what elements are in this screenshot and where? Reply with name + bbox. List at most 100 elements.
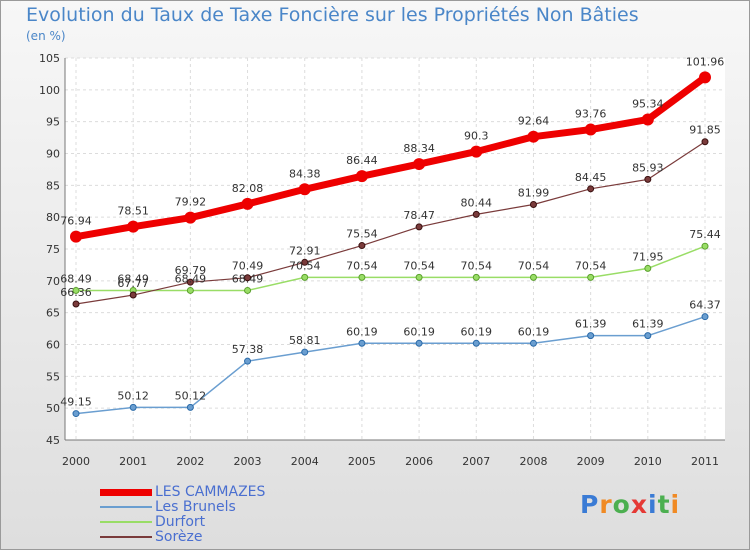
- data-label: 70.54: [518, 259, 550, 272]
- series-line-3: [75, 141, 706, 305]
- data-point: [72, 300, 80, 308]
- data-label: 66.36: [60, 286, 92, 299]
- data-point: [529, 339, 537, 347]
- legend-label: Sorèze: [155, 529, 203, 545]
- x-tick-label: 2005: [348, 455, 376, 468]
- data-label: 49.15: [60, 396, 92, 409]
- y-tick-label: 60: [46, 339, 60, 352]
- series-line-1: [75, 315, 706, 415]
- data-label: 88.34: [403, 142, 435, 155]
- y-tick-label: 65: [46, 307, 60, 320]
- x-tick-label: 2008: [519, 455, 547, 468]
- data-label: 78.51: [117, 205, 149, 218]
- data-point: [587, 273, 595, 281]
- data-label: 60.19: [518, 325, 550, 338]
- legend-swatch: [100, 506, 152, 508]
- chart-title: Evolution du Taux de Taxe Foncière sur l…: [26, 4, 639, 26]
- y-tick-label: 70: [46, 275, 60, 288]
- data-point: [701, 242, 709, 250]
- data-label: 80.44: [461, 196, 493, 209]
- data-label: 68.49: [175, 272, 207, 285]
- data-label: 57.38: [232, 343, 264, 356]
- y-tick-label: 45: [46, 434, 60, 447]
- proxiti-logo: Proxiti: [580, 490, 680, 519]
- x-tick-label: 2011: [691, 455, 719, 468]
- y-tick-label: 105: [39, 52, 60, 65]
- data-point: [301, 258, 309, 266]
- data-point: [358, 242, 366, 250]
- data-point: [301, 348, 309, 356]
- data-label: 82.08: [232, 182, 264, 195]
- y-tick-label: 75: [46, 243, 60, 256]
- data-point: [529, 273, 537, 281]
- data-label: 68.49: [60, 272, 92, 285]
- data-point: [358, 273, 366, 281]
- data-label: 91.85: [689, 124, 721, 137]
- logo-letter: x: [630, 490, 648, 519]
- x-tick-label: 2002: [176, 455, 204, 468]
- data-point: [129, 291, 137, 299]
- data-point: [358, 339, 366, 347]
- data-point: [301, 273, 309, 281]
- data-label: 69.79: [175, 264, 207, 277]
- legend-swatch: [100, 489, 152, 496]
- data-label: 70.54: [346, 259, 378, 272]
- data-label: 70.54: [575, 259, 607, 272]
- data-point: [298, 183, 311, 196]
- data-point: [644, 264, 652, 272]
- data-label: 50.12: [117, 389, 149, 402]
- data-label: 79.92: [175, 196, 207, 209]
- data-point: [129, 403, 137, 411]
- data-label: 95.34: [632, 98, 664, 111]
- x-tick-label: 2009: [577, 455, 605, 468]
- legend-label: Durfort: [155, 514, 206, 530]
- data-point: [472, 339, 480, 347]
- data-label: 64.37: [689, 299, 721, 312]
- data-label: 72.91: [289, 244, 321, 257]
- data-label: 101.96: [686, 55, 725, 68]
- data-point: [244, 357, 252, 365]
- data-label: 86.44: [346, 154, 378, 167]
- logo-letter: r: [599, 490, 613, 519]
- data-point: [701, 138, 709, 146]
- y-tick-label: 90: [46, 148, 60, 161]
- data-label: 68.49: [117, 272, 149, 285]
- data-point: [415, 223, 423, 231]
- chart-y-unit: (en %): [26, 29, 66, 43]
- y-tick-label: 95: [46, 116, 60, 129]
- data-label: 90.3: [464, 130, 489, 143]
- data-label: 92.64: [518, 115, 550, 128]
- data-point: [415, 273, 423, 281]
- logo-letter: i: [670, 490, 681, 519]
- data-point: [355, 170, 368, 183]
- data-point: [72, 410, 80, 418]
- x-tick-label: 2000: [62, 455, 90, 468]
- data-point: [241, 197, 254, 210]
- data-point: [587, 185, 595, 193]
- data-point: [186, 403, 194, 411]
- data-label: 81.99: [518, 186, 550, 199]
- y-tick-label: 50: [46, 402, 60, 415]
- y-tick-label: 55: [46, 370, 60, 383]
- data-label: 50.12: [175, 389, 207, 402]
- data-point: [644, 175, 652, 183]
- x-tick-label: 2004: [291, 455, 319, 468]
- data-point: [644, 332, 652, 340]
- data-label: 71.95: [632, 250, 664, 263]
- x-tick-label: 2006: [405, 455, 433, 468]
- data-point: [186, 286, 194, 294]
- data-label: 67.77: [117, 277, 149, 290]
- data-label: 84.45: [575, 171, 607, 184]
- data-label: 93.76: [575, 108, 607, 121]
- x-tick-label: 2007: [462, 455, 490, 468]
- data-point: [472, 210, 480, 218]
- data-label: 70.54: [289, 259, 321, 272]
- data-point: [470, 145, 483, 158]
- legend-swatch: [100, 521, 152, 523]
- data-point: [529, 200, 537, 208]
- data-point: [184, 211, 197, 224]
- data-point: [699, 71, 711, 84]
- legend-label: LES CAMMAZES: [155, 484, 266, 500]
- logo-letter: t: [657, 490, 671, 519]
